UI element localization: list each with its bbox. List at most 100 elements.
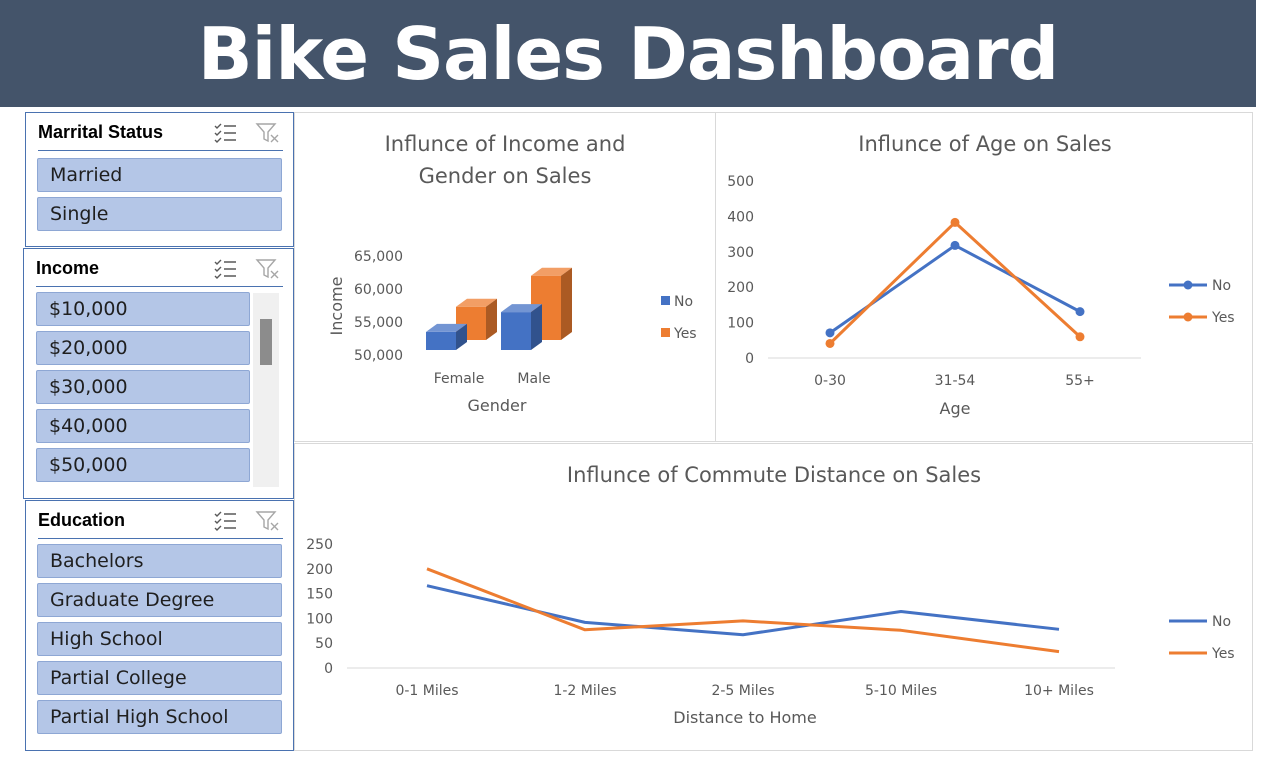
x-axis-label: Gender — [468, 396, 527, 415]
slicer-item-income-50000[interactable]: $50,000 — [36, 448, 250, 482]
y-tick-label: 400 — [727, 209, 754, 225]
y-tick-label: 65,000 — [354, 249, 403, 265]
bar-side-face — [456, 323, 467, 350]
bar-top-face — [426, 323, 467, 332]
y-tick-label: 100 — [306, 611, 333, 627]
series-line-yes — [426, 567, 1060, 654]
multi-select-icon[interactable] — [213, 121, 237, 145]
clear-filter-icon[interactable] — [255, 257, 281, 281]
slicer-item-graduate-degree[interactable]: Graduate Degree — [37, 583, 282, 617]
slicer-education: Education Bachelors Graduate Degree High… — [25, 500, 294, 751]
multi-select-icon[interactable] — [213, 509, 237, 533]
x-tick-label: 5-10 Miles — [865, 683, 937, 699]
slicer-item-partial-college[interactable]: Partial College — [37, 661, 282, 695]
y-tick-label: 55,000 — [354, 315, 403, 331]
chart-title: Influnce of Income and — [385, 132, 626, 156]
chart-title: Influnce of Commute Distance on Sales — [567, 463, 981, 487]
clear-filter-icon[interactable] — [255, 509, 281, 533]
data-point-no — [825, 328, 835, 338]
x-tick-label: Male — [517, 371, 550, 387]
dashboard-title: Bike Sales Dashboard — [197, 12, 1059, 96]
y-tick-label: 100 — [727, 316, 754, 332]
bar-no-male — [501, 312, 531, 350]
chart-income-gender: Influnce of Income and Gender on Sales 65,… — [327, 132, 697, 415]
slicer-item-income-10000[interactable]: $10,000 — [36, 292, 250, 326]
bar-side-face — [561, 267, 572, 340]
slicer-header: Education — [38, 507, 283, 539]
y-tick-label: 200 — [306, 562, 333, 578]
y-tick-label: 50,000 — [354, 348, 403, 364]
legend-marker-no — [1183, 280, 1193, 290]
slicer-item-married[interactable]: Married — [37, 158, 282, 192]
slicer-item-income-20000[interactable]: $20,000 — [36, 331, 250, 365]
slicer-scrollbar[interactable] — [253, 293, 279, 487]
y-axis-label: Income — [327, 277, 346, 336]
clear-filter-icon[interactable] — [255, 121, 281, 145]
y-tick-label: 500 — [727, 174, 754, 190]
slicer-marital-status: Marrital Status Married Single — [25, 112, 294, 247]
series-line-yes — [828, 220, 1082, 345]
bar-top-face — [501, 304, 542, 313]
chart-commute: Influnce of Commute Distance on Sales 250… — [306, 463, 1235, 727]
slicer-item-single[interactable]: Single — [37, 197, 282, 231]
y-tick-label: 200 — [727, 280, 754, 296]
legend-label-no: No — [674, 294, 693, 310]
y-tick-label: 300 — [727, 245, 754, 261]
chart-income-gender-panel[interactable]: Influnce of Income and Gender on Sales 65,… — [294, 112, 716, 442]
legend-label-yes: Yes — [673, 326, 697, 342]
data-point-no — [950, 240, 960, 250]
x-axis-label: Age — [940, 399, 971, 418]
bar-side-face — [486, 298, 497, 340]
chart-age-panel[interactable]: Influnce of Age on Sales 500 400 300 200 100 0… — [715, 112, 1253, 442]
legend-swatch-yes — [661, 328, 670, 337]
legend-label-no: No — [1212, 278, 1231, 294]
y-tick-label: 250 — [306, 537, 333, 553]
bar-top-face — [456, 298, 497, 307]
x-tick-label: Female — [434, 371, 485, 387]
series-line-no — [426, 584, 1060, 637]
slicer-item-bachelors[interactable]: Bachelors — [37, 544, 282, 578]
bar-side-face — [531, 304, 542, 350]
scrollbar-thumb[interactable] — [260, 319, 272, 365]
x-axis-label: Distance to Home — [673, 708, 816, 727]
y-tick-label: 0 — [324, 661, 333, 677]
chart-age: Influnce of Age on Sales 500 400 300 200 100 0… — [727, 132, 1235, 418]
x-tick-label: 2-5 Miles — [711, 683, 774, 699]
y-tick-label: 0 — [745, 351, 754, 367]
y-tick-label: 150 — [306, 587, 333, 603]
x-tick-label: 0-1 Miles — [395, 683, 458, 699]
legend-label-no: No — [1212, 614, 1231, 630]
x-tick-label: 55+ — [1065, 373, 1095, 389]
data-point-yes — [1075, 332, 1085, 342]
bar-no-female — [426, 331, 456, 350]
data-point-yes — [950, 217, 960, 227]
legend-label-yes: Yes — [1211, 646, 1235, 662]
bar-top-face — [531, 267, 572, 276]
header-banner: Bike Sales Dashboard — [0, 0, 1256, 107]
x-tick-label: 31-54 — [935, 373, 976, 389]
slicer-item-income-30000[interactable]: $30,000 — [36, 370, 250, 404]
x-tick-label: 1-2 Miles — [553, 683, 616, 699]
y-tick-label: 60,000 — [354, 282, 403, 298]
slicer-income: Income $10,000 $20,000 $30,000 $40,000 $… — [23, 248, 294, 499]
slicer-item-partial-high-school[interactable]: Partial High School — [37, 700, 282, 734]
legend-swatch-no — [661, 296, 670, 305]
slicer-item-income-40000[interactable]: $40,000 — [36, 409, 250, 443]
slicer-title: Marrital Status — [38, 122, 164, 142]
x-tick-label: 10+ Miles — [1024, 683, 1094, 699]
legend-label-yes: Yes — [1211, 310, 1235, 326]
data-point-yes — [825, 338, 835, 348]
y-tick-label: 50 — [315, 636, 333, 652]
chart-title: Influnce of Age on Sales — [858, 132, 1111, 156]
multi-select-icon[interactable] — [213, 257, 237, 281]
chart-commute-panel[interactable]: Influnce of Commute Distance on Sales 250… — [294, 443, 1253, 751]
slicer-header: Income — [36, 255, 283, 287]
chart-title: Gender on Sales — [419, 164, 592, 188]
series-line-no — [829, 243, 1081, 335]
slicer-item-high-school[interactable]: High School — [37, 622, 282, 656]
slicer-header: Marrital Status — [38, 119, 283, 151]
slicer-title: Income — [36, 258, 100, 278]
legend-marker-yes — [1183, 312, 1193, 322]
slicer-title: Education — [38, 510, 126, 530]
x-tick-label: 0-30 — [814, 373, 846, 389]
